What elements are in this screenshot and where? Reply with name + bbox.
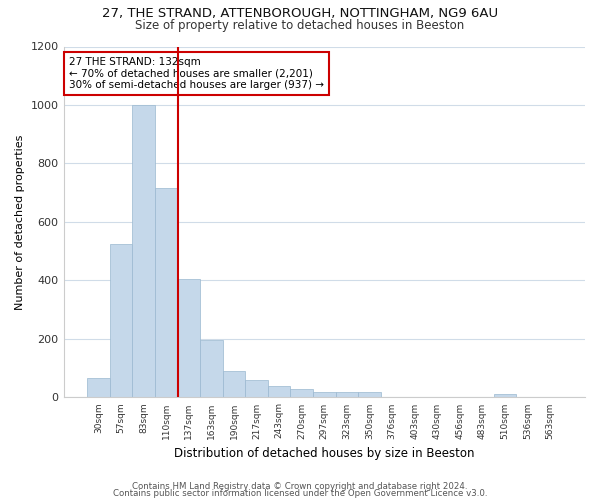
Y-axis label: Number of detached properties: Number of detached properties [15,134,25,310]
Bar [448,397,471,398]
Bar [313,392,335,398]
Bar [178,279,200,398]
Bar [245,380,268,398]
Bar [381,397,403,398]
Bar [200,340,223,398]
Bar [426,397,448,398]
Bar [290,388,313,398]
Bar [155,188,178,398]
Text: 27, THE STRAND, ATTENBOROUGH, NOTTINGHAM, NG9 6AU: 27, THE STRAND, ATTENBOROUGH, NOTTINGHAM… [102,8,498,20]
X-axis label: Distribution of detached houses by size in Beeston: Distribution of detached houses by size … [174,447,475,460]
Bar [403,397,426,398]
Bar [87,378,110,398]
Bar [471,397,494,398]
Bar [133,105,155,398]
Bar [494,394,516,398]
Bar [358,392,381,398]
Bar [110,244,133,398]
Bar [223,371,245,398]
Text: Size of property relative to detached houses in Beeston: Size of property relative to detached ho… [136,18,464,32]
Bar [268,386,290,398]
Text: Contains public sector information licensed under the Open Government Licence v3: Contains public sector information licen… [113,490,487,498]
Bar [335,392,358,398]
Text: Contains HM Land Registry data © Crown copyright and database right 2024.: Contains HM Land Registry data © Crown c… [132,482,468,491]
Bar [516,397,539,398]
Text: 27 THE STRAND: 132sqm
← 70% of detached houses are smaller (2,201)
30% of semi-d: 27 THE STRAND: 132sqm ← 70% of detached … [69,57,324,90]
